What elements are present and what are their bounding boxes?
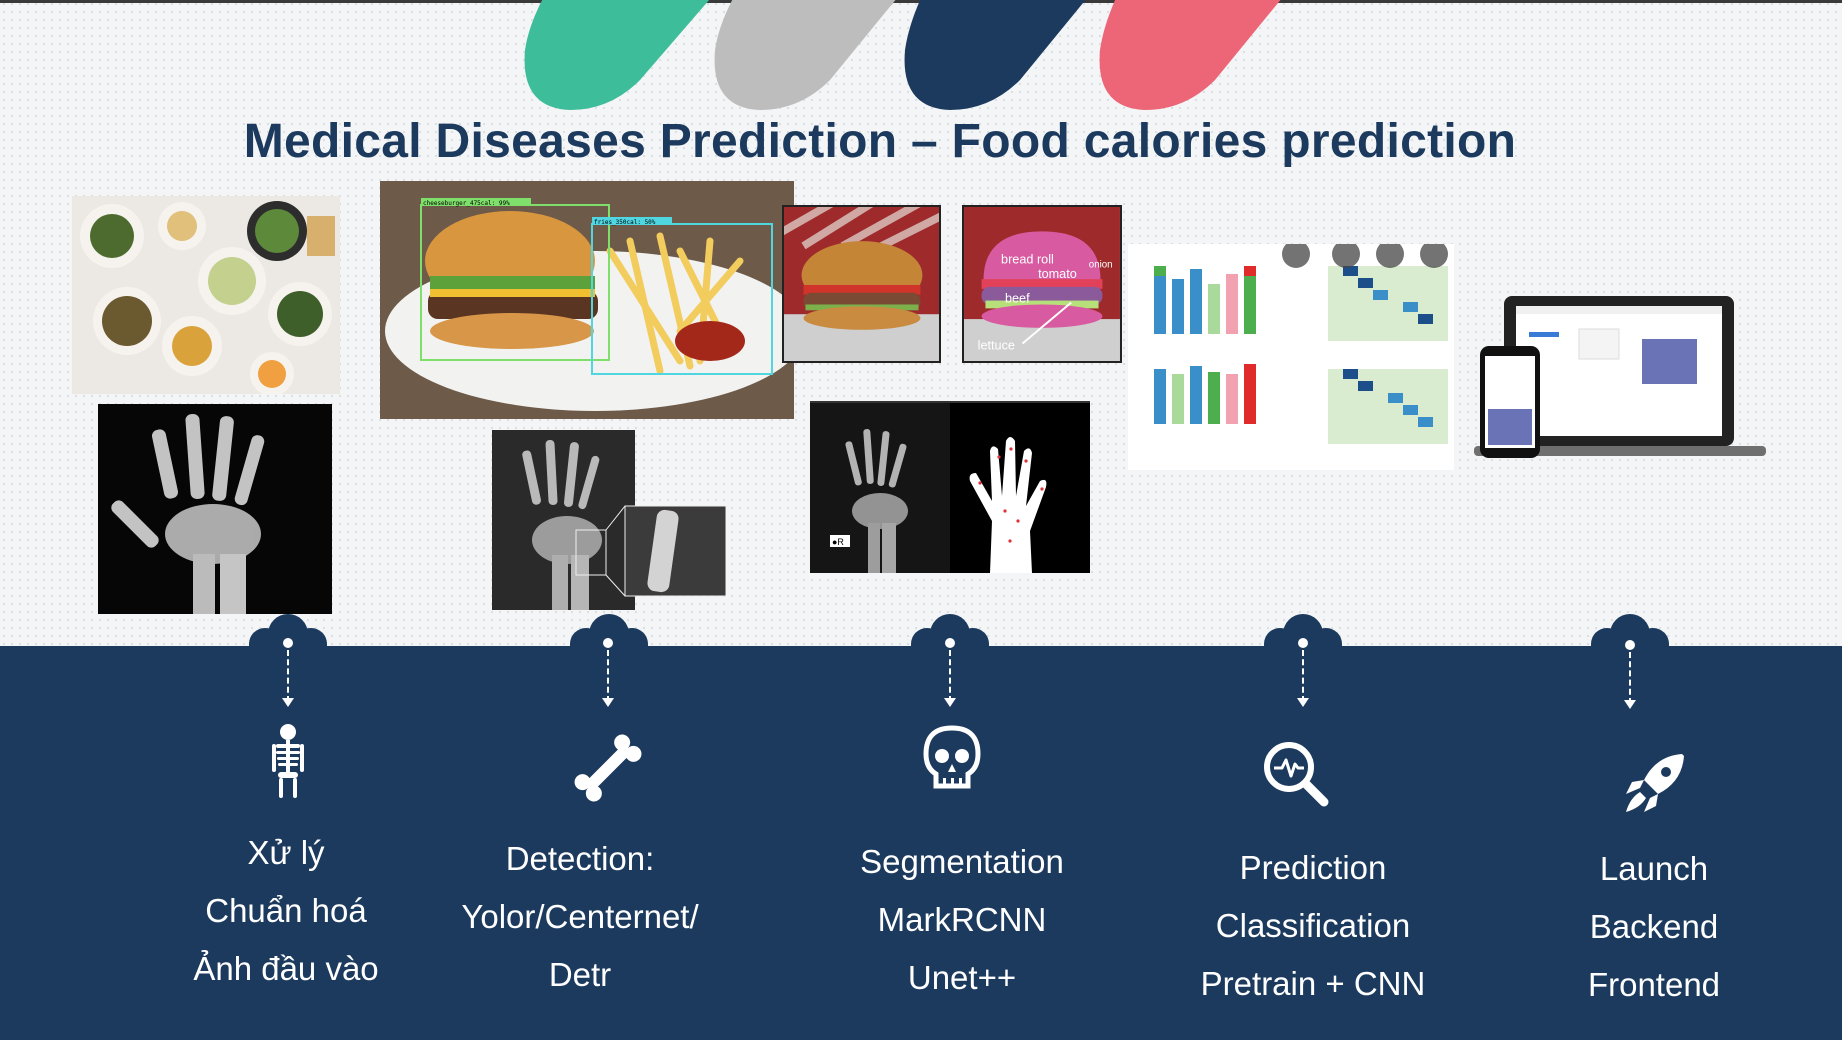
stage-line: Launch <box>1599 850 1709 887</box>
burger-photo <box>782 205 941 363</box>
hand-xray-photo <box>98 404 332 614</box>
stage-line: Backend <box>1589 908 1719 945</box>
stage-line: Detection: <box>505 840 655 877</box>
seg-label-bread-roll: bread roll <box>1001 253 1054 267</box>
pin-line <box>287 650 289 702</box>
stage-detection: Detection: Yolor/Centernet/ Detr <box>0 0 699 1040</box>
burger-box-label: cheeseburger_475cal: 99% <box>423 200 510 207</box>
skull-icon <box>923 725 981 789</box>
seg-label-lettuce: lettuce <box>978 338 1015 352</box>
slide-title: Medical Diseases Prediction – Food calor… <box>243 115 1517 168</box>
stage-text: Prediction Classification Pretrain + CNN <box>1143 839 1483 1013</box>
pink-pill <box>1099 0 1281 110</box>
cloud-bubble <box>570 614 648 654</box>
skeleton-icon <box>272 724 304 798</box>
pin-arrow <box>602 698 614 707</box>
food-table-photo <box>72 196 340 394</box>
stage-preprocess: Xử lý Chuẩn hoá Ảnh đầu vào <box>0 0 379 1040</box>
stage-line: Ảnh đầu vào <box>193 950 379 987</box>
decorative-pills <box>524 0 1281 110</box>
stage-line: Chuẩn hoá <box>205 892 367 929</box>
stage-segmentation: Segmentation MarkRCNN Unet++ <box>0 0 1064 1040</box>
burger-detection-photo: cheeseburger_475cal: 99% fries_350cal: 5… <box>380 181 794 419</box>
cloud-bubble <box>1264 614 1342 654</box>
green-pill <box>524 0 710 110</box>
xray-keypoints-photo: ●R <box>810 401 1090 573</box>
stage-text: Segmentation MarkRCNN Unet++ <box>792 833 1132 1007</box>
stage-prediction: Prediction Classification Pretrain + CNN <box>0 0 1425 1040</box>
cloud-bubble <box>249 614 327 654</box>
fries-box-label: fries_350cal: 50% <box>594 219 656 226</box>
stage-launch: Launch Backend Frontend <box>0 0 1720 1040</box>
pin-line <box>1302 650 1304 702</box>
pin-arrow <box>1624 700 1636 709</box>
stage-line: Detr <box>548 956 612 993</box>
stage-text: Launch Backend Frontend <box>1484 840 1824 1014</box>
pin-dot <box>945 638 955 648</box>
bone-icon <box>574 734 642 802</box>
pin-line <box>949 650 951 702</box>
stage-line: Classification <box>1215 907 1411 944</box>
seg-label-tomato: tomato <box>1038 267 1077 281</box>
seg-label-beef: beef <box>1005 292 1030 306</box>
pin-dot <box>1625 640 1635 650</box>
navy-pill <box>904 0 1086 110</box>
confusion-matrix-charts <box>1128 244 1454 470</box>
stage-line: Frontend <box>1587 966 1721 1003</box>
seg-label-onion: onion <box>1089 259 1113 270</box>
magnifier-pulse-icon <box>1264 742 1329 807</box>
stage-line: Segmentation <box>860 843 1064 880</box>
pipeline-band <box>0 646 1842 1040</box>
pin-dot <box>1298 638 1308 648</box>
stage-line: MarkRCNN <box>877 901 1047 938</box>
stage-line: Prediction <box>1239 849 1387 886</box>
cloud-bubble <box>911 614 989 654</box>
pin-arrow <box>944 698 956 707</box>
xray-side-tag: ●R <box>832 537 844 547</box>
rocket-icon <box>1626 754 1684 812</box>
pin-arrow <box>282 698 294 707</box>
pin-dot <box>283 638 293 648</box>
stage-line: Yolor/Centernet/ <box>461 898 699 935</box>
stage-line: Xử lý <box>247 834 325 871</box>
pin-line <box>1629 652 1631 704</box>
stage-text: Xử lý Chuẩn hoá Ảnh đầu vào <box>116 824 456 998</box>
app-devices-mockup <box>1474 294 1766 464</box>
xray-zoom-photo <box>492 430 726 610</box>
stage-line: Unet++ <box>907 959 1017 996</box>
burger-segmentation-photo: bread roll tomato onion beef lettuce <box>962 205 1122 363</box>
pin-line <box>607 650 609 702</box>
pin-dot <box>603 638 613 648</box>
pin-arrow <box>1297 698 1309 707</box>
gray-pill <box>714 0 896 110</box>
stage-line: Pretrain + CNN <box>1200 965 1426 1002</box>
stage-text: Detection: Yolor/Centernet/ Detr <box>410 830 750 1004</box>
